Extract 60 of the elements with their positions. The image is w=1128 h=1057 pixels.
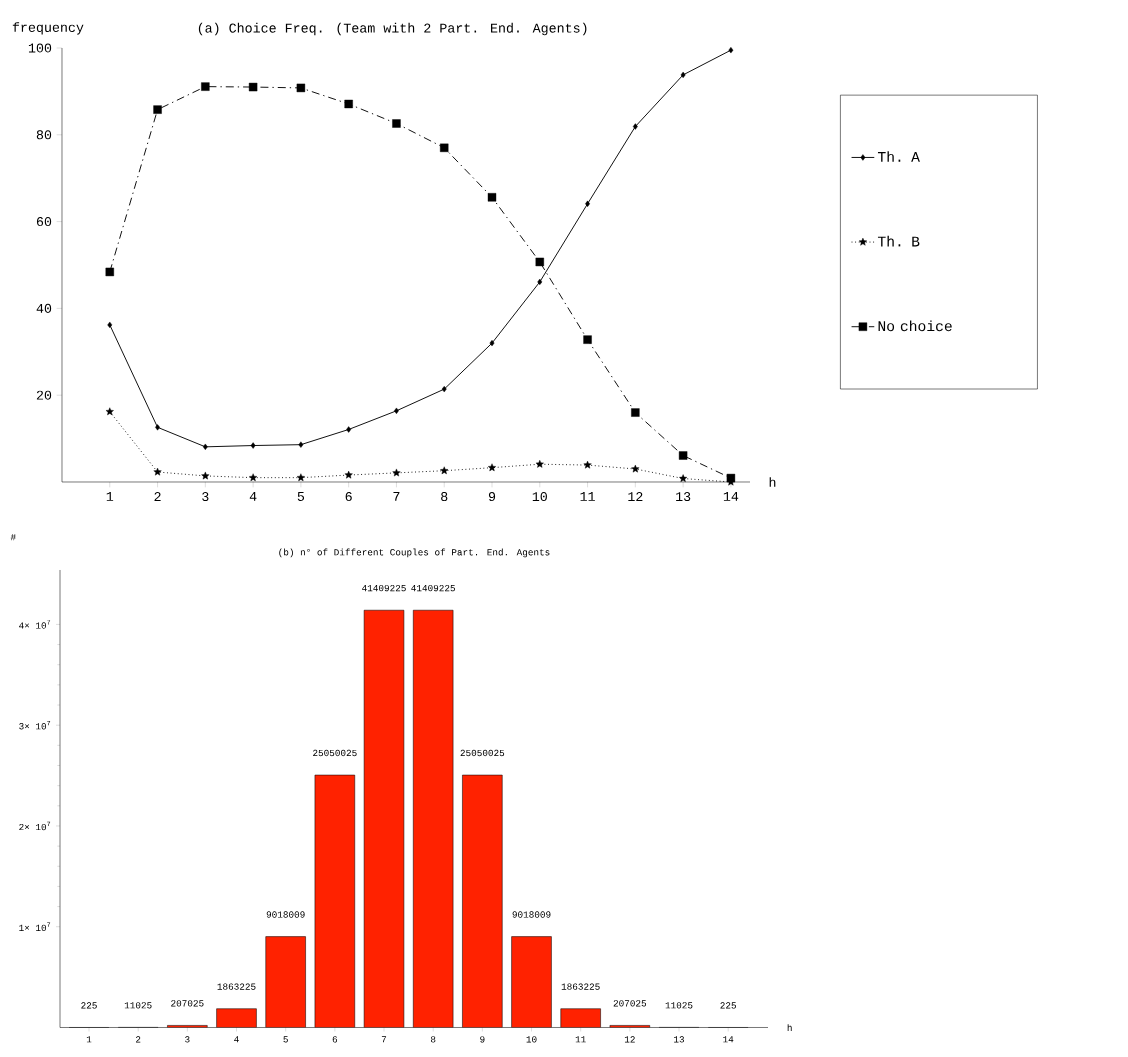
x-axis-title: h (787, 1024, 792, 1031)
x-axis-title: h (769, 477, 776, 487)
x-tick-label: 9 (488, 492, 496, 502)
y-tick-label: 2× 10$^{7}$ (19, 821, 51, 831)
data-label: 41409225 (362, 584, 406, 592)
x-tick-label: 10 (526, 1036, 537, 1043)
chart-title: (b) n° of Different Couples of Part. End. Agents (279, 548, 550, 558)
data-label: 9018009 (512, 911, 551, 918)
y-tick-label: 80 (36, 130, 52, 140)
legend-label: Th. A (877, 151, 920, 162)
x-tick-label: 2 (136, 1036, 141, 1043)
data-label: 225 (81, 1002, 97, 1009)
data-label: 41409225 (411, 584, 455, 592)
data-label: 207025 (613, 1000, 647, 1007)
x-tick-label: 12 (628, 492, 643, 501)
y-tick-label: 60 (36, 217, 52, 227)
x-tick-label: 10 (532, 492, 547, 502)
x-tick-label: 7 (381, 1036, 387, 1043)
data-label: 225 (720, 1002, 736, 1009)
data-label: 11025 (665, 1002, 693, 1009)
x-tick-label: 14 (723, 492, 739, 501)
x-tick-label: 1 (106, 492, 114, 501)
data-label: 25050025 (313, 749, 357, 757)
x-tick-label: 8 (441, 492, 448, 502)
y-tick-label: 4× 10$^{7}$ (19, 620, 51, 629)
data-label: 9018009 (266, 911, 305, 918)
x-tick-label: 7 (393, 492, 400, 501)
y-tick-label: 1× 10$^{7}$ (19, 922, 51, 931)
y-axis-title: # (10, 533, 16, 541)
x-tick-label: 6 (332, 1036, 338, 1043)
x-tick-label: 1 (86, 1036, 92, 1043)
y-tick-label: 40 (36, 303, 52, 313)
y-axis-title: frequency (12, 22, 84, 35)
x-tick-label: 4 (234, 1036, 239, 1043)
y-tick-label: 3× 10$^{7}$ (19, 720, 51, 730)
chart-title: (a) Choice Freq. (Team with 2 Part. End. Agents) (198, 22, 587, 36)
x-tick-label: 12 (624, 1036, 635, 1043)
x-tick-label: 8 (430, 1036, 436, 1043)
x-tick-label: 14 (723, 1036, 734, 1043)
x-tick-label: 5 (283, 1036, 288, 1043)
x-tick-label: 11 (575, 1036, 586, 1043)
x-tick-label: 11 (580, 492, 595, 501)
legend-label: Th. B (877, 235, 920, 247)
legend-label: No choice (878, 320, 952, 332)
data-label: 1863225 (561, 983, 600, 990)
data-label: 11025 (124, 1002, 152, 1009)
data-label: 207025 (171, 1000, 204, 1007)
x-tick-label: 3 (202, 492, 209, 502)
x-tick-label: 3 (185, 1036, 190, 1043)
x-tick-label: 2 (154, 492, 161, 501)
y-tick-label: 100 (28, 43, 52, 53)
y-tick-label: 20 (36, 390, 52, 400)
x-tick-label: 6 (345, 492, 352, 502)
x-tick-label: 9 (480, 1036, 485, 1043)
x-tick-label: 13 (674, 1036, 685, 1043)
x-tick-label: 13 (676, 492, 691, 502)
data-label: 25050025 (460, 749, 505, 757)
data-label: 1863225 (217, 983, 256, 990)
x-tick-label: 4 (249, 492, 257, 501)
x-tick-label: 5 (297, 492, 305, 501)
